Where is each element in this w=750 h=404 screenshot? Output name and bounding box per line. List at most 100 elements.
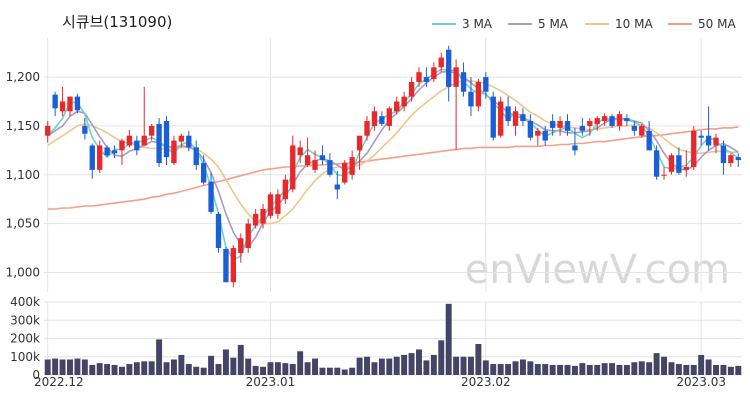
legend-label: 50 MA	[698, 17, 736, 31]
volume-bar	[594, 364, 601, 375]
volume-bar	[334, 367, 341, 375]
legend-label: 5 MA	[538, 17, 569, 31]
candle-body	[653, 150, 660, 177]
volume-bar	[616, 364, 623, 375]
candle-body	[59, 101, 66, 112]
volume-bar	[720, 364, 727, 375]
volume-bar	[683, 364, 690, 375]
candle-body	[119, 140, 125, 151]
candle-body	[252, 213, 259, 226]
volume-bar	[430, 354, 437, 375]
volume-bar	[690, 364, 697, 375]
volume-bar	[245, 358, 252, 375]
candle-body	[631, 125, 638, 131]
candle-body	[535, 130, 541, 136]
candle-body	[691, 130, 697, 167]
candle-body	[342, 163, 348, 183]
volume-bar	[141, 361, 148, 375]
volume-bar	[356, 357, 363, 375]
volume-bar	[393, 356, 400, 375]
volume-bar	[96, 363, 103, 375]
volume-bar	[401, 354, 408, 375]
volume-tick-label: 300k	[10, 313, 40, 327]
volume-bar	[505, 364, 512, 375]
candle-body	[148, 125, 155, 136]
candle-body	[460, 72, 467, 92]
candle-body	[290, 145, 296, 190]
candle-body	[446, 49, 452, 87]
candle-body	[74, 96, 81, 111]
volume-bar	[631, 362, 638, 375]
candle-body	[713, 137, 719, 146]
candle-body	[639, 125, 645, 136]
volume-bar	[104, 364, 111, 375]
candle-body	[230, 248, 237, 283]
volume-bar	[274, 362, 281, 375]
ma5-line	[47, 70, 739, 248]
ma3-line	[47, 68, 739, 261]
x-axis: 2022.12 2023.01 2023.02 2023.03	[34, 375, 726, 389]
volume-bar	[527, 361, 534, 375]
candle-body	[616, 114, 623, 126]
volume-bar	[378, 358, 385, 375]
ma10-line	[47, 80, 739, 225]
candle-body	[104, 147, 110, 156]
volume-bar	[156, 339, 163, 375]
price-tick-label: 1,000	[6, 265, 40, 279]
candle-body	[223, 249, 229, 283]
volume-bar	[208, 355, 215, 375]
candle-body	[668, 155, 675, 172]
candle-body	[497, 101, 504, 136]
candle-body	[587, 121, 593, 126]
candle-body	[542, 130, 548, 141]
volume-bar	[675, 364, 682, 375]
volume-tick-label: 0	[32, 368, 40, 382]
candle-body	[97, 145, 103, 170]
volume-bar	[52, 358, 59, 375]
volume-bar	[341, 369, 348, 375]
volume-bar	[475, 343, 482, 375]
volume-bar	[364, 356, 370, 375]
volume-bar	[497, 364, 504, 375]
candle-body	[676, 155, 682, 173]
candle-body	[379, 116, 385, 124]
volume-bar	[416, 349, 422, 375]
volume-bar	[638, 361, 645, 375]
legend-label: 3 MA	[462, 17, 493, 31]
volume-bar	[282, 363, 289, 375]
volume-bar	[601, 363, 608, 375]
volume-bar	[237, 344, 244, 375]
candle-body	[141, 135, 147, 146]
ma50-line	[47, 126, 739, 210]
volume-bar	[89, 364, 96, 375]
candle-body	[386, 108, 392, 126]
volume-bar	[111, 364, 118, 375]
volume-bar	[44, 359, 51, 375]
volume-bar	[579, 363, 586, 375]
candle-body	[364, 121, 370, 136]
volume-bar	[133, 362, 140, 375]
volume-bar	[490, 364, 497, 375]
volume-bar	[215, 364, 222, 375]
candlesticks	[45, 45, 741, 288]
candle-body	[186, 135, 192, 148]
candle-body	[52, 94, 58, 109]
moving-average-lines	[47, 68, 739, 261]
volume-bar	[423, 360, 430, 375]
legend-label: 10 MA	[615, 17, 653, 31]
volume-bar	[512, 361, 519, 375]
volume-bar	[623, 364, 630, 375]
candle-body	[178, 135, 185, 142]
candle-body	[297, 147, 303, 156]
volume-bar	[185, 364, 192, 375]
candle-body	[572, 145, 578, 151]
volume-bar	[653, 353, 660, 375]
candle-body	[45, 125, 51, 136]
price-grid	[44, 38, 742, 375]
candle-body	[408, 81, 415, 97]
candle-body	[735, 157, 741, 161]
volume-bar	[252, 365, 259, 375]
candle-body	[490, 96, 496, 138]
legend: 3 MA 5 MA 10 MA 50 MA	[432, 17, 736, 31]
